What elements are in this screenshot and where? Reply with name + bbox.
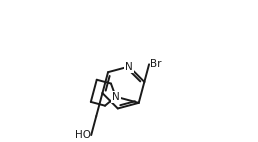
Text: HO: HO [75,130,91,140]
Text: N: N [125,61,133,72]
Text: N: N [112,92,120,102]
Text: Br: Br [150,59,162,69]
